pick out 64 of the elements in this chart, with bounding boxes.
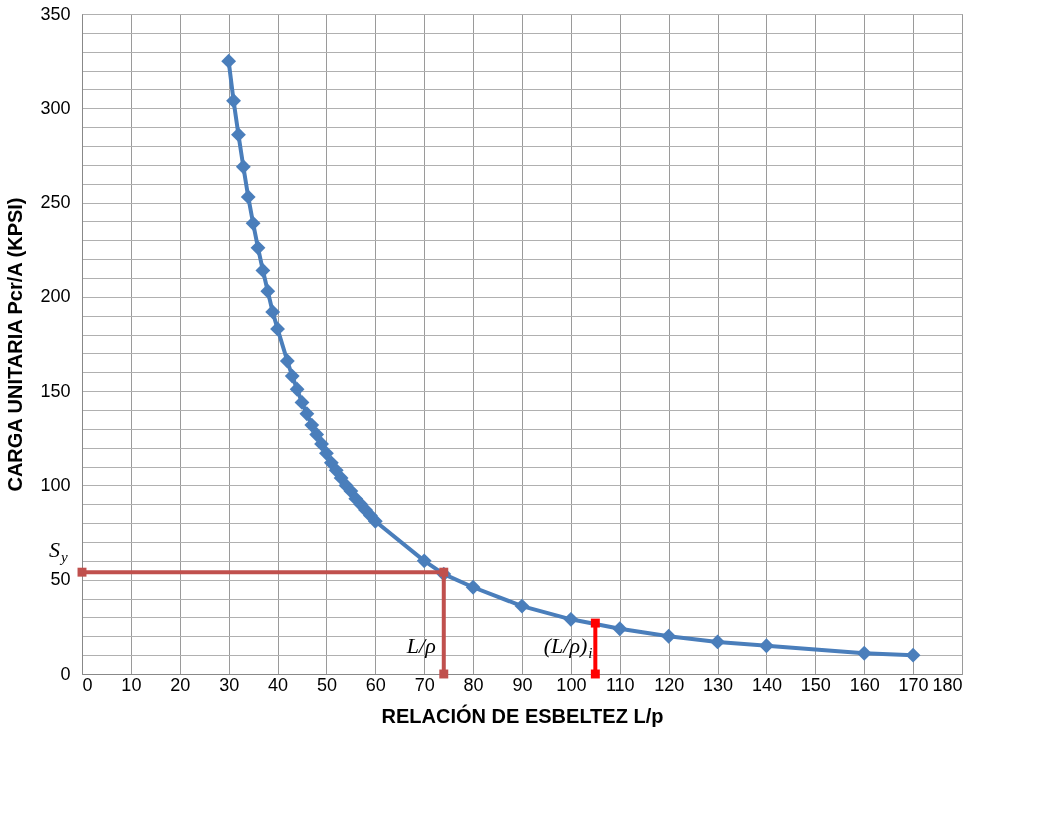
point [279, 353, 295, 369]
point [439, 669, 449, 679]
x-tick-label: 140 [751, 674, 782, 695]
x-tick-label: 20 [170, 674, 191, 695]
x-tick-label: 60 [365, 674, 386, 695]
point [250, 240, 266, 256]
point [590, 618, 600, 628]
y-axis-title: CARGA UNITARIA Pcr/A (KPSI) [4, 197, 27, 492]
x-axis-title: RELACIÓN DE ESBELTEZ L/p [381, 703, 664, 727]
point [226, 93, 241, 109]
point [299, 406, 315, 422]
x-tick-label: 170 [898, 674, 929, 695]
x-tick-label: 160 [849, 674, 880, 695]
point [905, 647, 921, 663]
point [319, 445, 334, 461]
y-tick-label: 100 [40, 474, 71, 495]
point [590, 669, 600, 679]
point [367, 513, 383, 529]
y-tick-label: 350 [40, 3, 71, 24]
point [245, 215, 261, 231]
point [235, 159, 251, 175]
y-tick-label: 50 [50, 569, 71, 590]
point [304, 417, 320, 433]
point [314, 436, 329, 452]
point [289, 381, 305, 397]
point [240, 189, 256, 205]
y-tick-label: 300 [40, 97, 71, 118]
x-tick-label: 50 [316, 674, 337, 695]
point [563, 611, 579, 627]
point [260, 283, 276, 299]
x-tick-label: 100 [556, 674, 587, 695]
x-tick-label: 10 [121, 674, 142, 695]
x-tick-label: 30 [219, 674, 240, 695]
x-tick-label: 150 [800, 674, 831, 695]
point [255, 263, 271, 278]
point [465, 579, 481, 595]
point [309, 427, 325, 442]
x-tick-label: 0 [82, 674, 93, 695]
point [661, 628, 677, 644]
x-tick-label: 80 [463, 674, 484, 695]
point [333, 470, 349, 486]
point [77, 567, 87, 577]
y-tick-label: 150 [40, 380, 71, 401]
point [612, 621, 628, 637]
point [270, 321, 285, 337]
x-tick-label: 40 [268, 674, 289, 695]
point [514, 598, 530, 614]
point [231, 127, 246, 143]
y-tick-label: 200 [40, 286, 71, 307]
x-tick-label: 120 [654, 674, 685, 695]
x-tick-label: 180 [932, 674, 963, 695]
x-tick-label: 110 [605, 674, 635, 695]
annotation: L/ρ [405, 633, 436, 658]
point [759, 638, 774, 654]
x-tick-label: 130 [703, 674, 734, 695]
y-tick-label: 250 [40, 192, 71, 213]
point [710, 634, 725, 650]
point [265, 304, 281, 320]
point [416, 553, 432, 569]
x-tick-label: 70 [414, 674, 435, 695]
point [221, 53, 237, 69]
x-tick-label: 90 [512, 674, 533, 695]
point [284, 368, 300, 384]
point [856, 645, 872, 661]
